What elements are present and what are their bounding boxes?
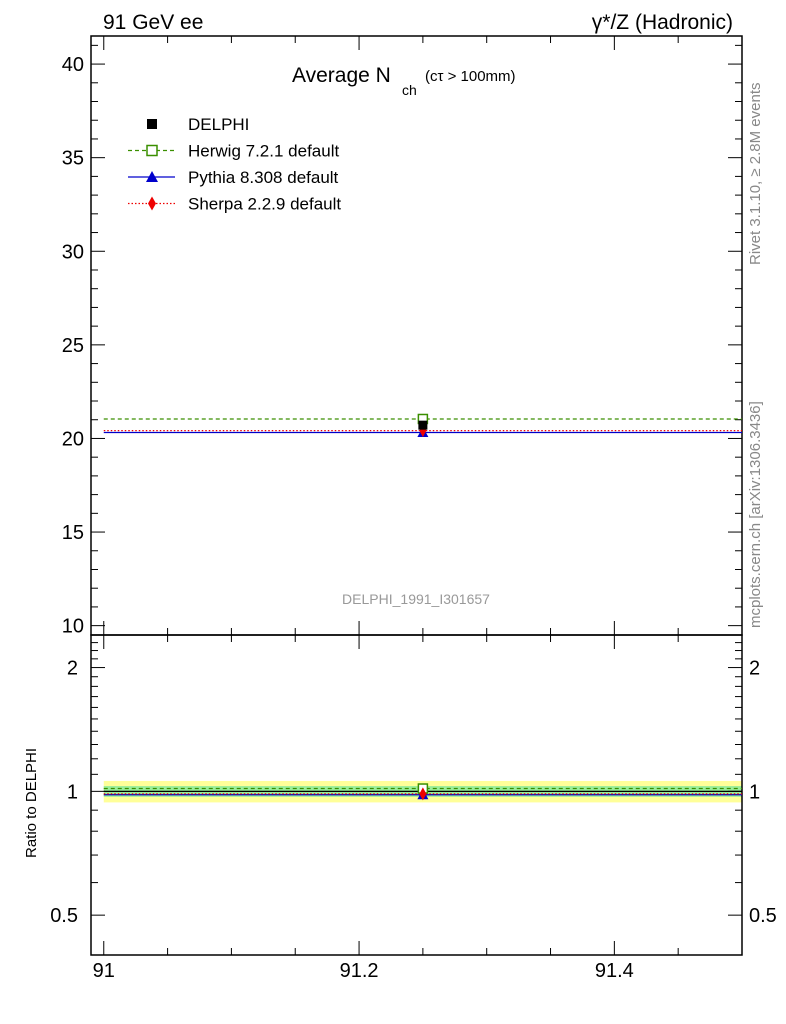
main-series-group <box>103 413 742 438</box>
legend-label: Pythia 8.308 default <box>188 168 339 187</box>
y-tick-label: 10 <box>62 616 84 638</box>
ratio-tick-label-right: 1 <box>749 781 760 803</box>
y-tick-label: 15 <box>62 522 84 544</box>
y-tick-label: 40 <box>62 54 84 76</box>
x-tick-label: 91.4 <box>595 960 634 982</box>
ratio-y-axis: 0.5 0.5 1 1 2 2 <box>50 642 777 927</box>
x-axis: 91 91.2 91.4 <box>93 36 743 982</box>
marker-square <box>418 420 428 430</box>
analysis-watermark: DELPHI_1991_I301657 <box>342 591 490 607</box>
x-tick-label: 91 <box>93 960 115 982</box>
ratio-tick-label-left: 1 <box>67 781 78 803</box>
plot-title-condition: (cτ > 100mm) <box>425 68 516 85</box>
ratio-series-group <box>103 783 742 801</box>
ratio-y-axis-label: Ratio to DELPHI <box>23 748 40 858</box>
mcplots-label: mcplots.cern.ch [arXiv:1306.3436] <box>747 401 764 628</box>
ratio-tick-label-right: 0.5 <box>749 905 777 927</box>
rivet-label: Rivet 3.1.10, ≥ 2.8M events <box>747 83 764 266</box>
marker-triangle <box>146 171 158 182</box>
plot-title: Average N <box>292 64 391 87</box>
y-tick-label: 30 <box>62 241 84 263</box>
plot-title-subscript: ch <box>402 82 417 98</box>
y-tick-label: 35 <box>62 148 84 170</box>
y-tick-label: 25 <box>62 335 84 357</box>
x-tick-label: 91.2 <box>340 960 379 982</box>
ratio-tick-label-right: 2 <box>749 658 760 680</box>
ratio-tick-label-left: 0.5 <box>50 905 78 927</box>
legend-label: DELPHI <box>188 115 249 134</box>
ratio-tick-label-left: 2 <box>67 658 78 680</box>
marker-diamond <box>419 787 427 801</box>
marker-diamond <box>148 196 156 211</box>
main-y-axis: 10 15 20 25 30 35 40 <box>62 44 742 638</box>
legend-label: Sherpa 2.2.9 default <box>188 195 341 214</box>
header-left: 91 GeV ee <box>103 11 203 34</box>
marker-square <box>147 119 157 129</box>
marker-open-square <box>146 144 158 157</box>
header-right: γ*/Z (Hadronic) <box>592 11 733 34</box>
legend: DELPHI Herwig 7.2.1 default Pythia 8.308 d… <box>128 115 341 214</box>
legend-label: Herwig 7.2.1 default <box>188 142 339 161</box>
y-tick-label: 20 <box>62 428 84 450</box>
